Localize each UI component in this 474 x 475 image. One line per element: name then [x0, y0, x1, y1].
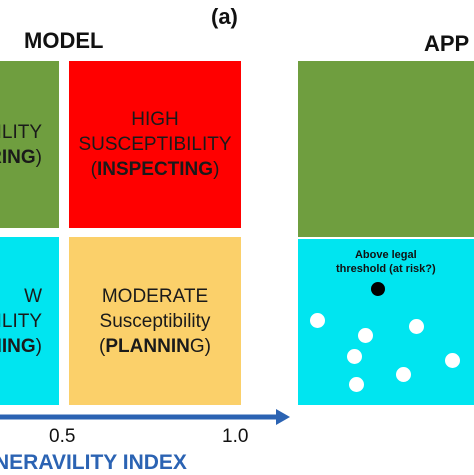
sample-point [347, 349, 362, 364]
quadrant-bottom-left-line2: ILITY [0, 310, 42, 332]
quadrant-moderate-line2: Susceptibility [99, 310, 211, 332]
quadrant-moderate-susceptibility: MODERATE Susceptibility (PLANNING) [69, 237, 241, 405]
quadrant-high-susceptibility: HIGH SUSCEPTIBILITY (INSPECTING) [69, 61, 241, 228]
legal-threshold-line1: Above legal [354, 249, 417, 261]
sample-point [396, 367, 411, 382]
legal-threshold-note: Above legal threshold (at risk?) [336, 248, 436, 276]
sample-point [310, 313, 325, 328]
quadrant-moderate-line3: (PLANNING) [99, 335, 211, 357]
tick-label: 0.5 [49, 426, 76, 447]
sample-point [349, 377, 364, 392]
quadrant-high-line2: SUSCEPTIBILITY [78, 134, 232, 155]
application-panel-top [298, 61, 474, 237]
quadrant-high-line1: HIGH [131, 109, 179, 130]
application-panel-bottom [298, 237, 474, 405]
application-heading: APP [424, 31, 470, 56]
axis-arrowhead [276, 409, 290, 425]
panel-label: (a) [211, 4, 238, 29]
legal-threshold-line2: threshold (at risk?) [336, 263, 436, 275]
quadrant-bottom-left: W ILITY NING) [0, 237, 59, 405]
axis-title: NERAVILITY INDEX [0, 451, 187, 474]
quadrant-high-line3: (INSPECTING) [90, 159, 220, 180]
sample-point [445, 353, 460, 368]
quadrant-bottom-left-line1: W [24, 285, 42, 307]
sample-point [409, 319, 424, 334]
quadrant-top-left: ILITY RING) [0, 61, 59, 228]
axis-arrow [0, 409, 290, 425]
model-heading: MODEL [24, 28, 104, 53]
at-risk-point [371, 282, 385, 296]
quadrant-moderate-line1: MODERATE [101, 285, 209, 307]
quadrant-top-left-line2: RING) [0, 146, 42, 168]
quadrant-bottom-left-line3: NING) [0, 335, 42, 357]
quadrant-top-left-line1: ILITY [0, 121, 42, 143]
sample-point [358, 328, 373, 343]
panel-divider [298, 237, 474, 239]
tick-label: 1.0 [222, 426, 249, 447]
